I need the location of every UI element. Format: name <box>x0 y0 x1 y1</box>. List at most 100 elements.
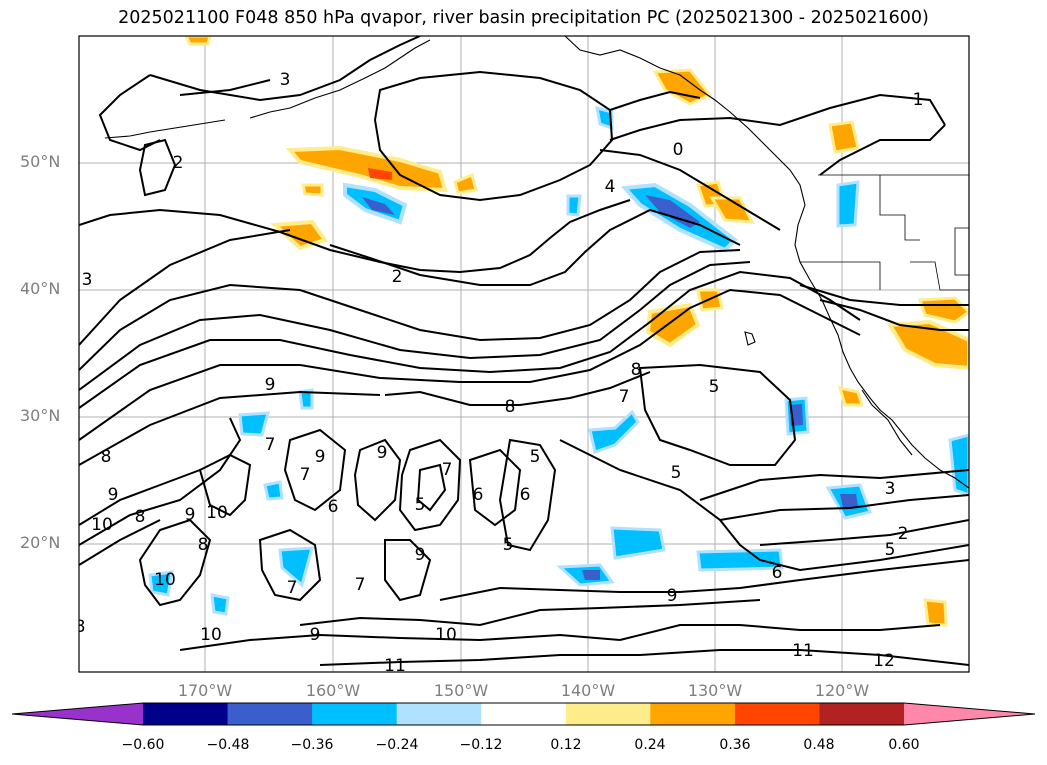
colorbar-cell <box>819 703 905 725</box>
precip-strong-negative-patch <box>362 197 395 215</box>
contour-line <box>79 199 631 274</box>
contour-label: 8 <box>198 535 209 555</box>
precip-positive-patch <box>270 219 329 251</box>
contour-label: 9 <box>108 485 119 505</box>
precip-negative-patch <box>238 411 271 437</box>
colorbar-cell <box>143 703 229 725</box>
colorbar-tick-label: 0.24 <box>634 737 666 753</box>
precip-negative-patch <box>610 526 666 560</box>
contour-line <box>138 518 212 607</box>
island-outline <box>744 331 756 346</box>
contour-label: 0 <box>673 140 684 160</box>
contour-label: 5 <box>503 535 514 555</box>
precip-positive-patch <box>453 172 478 195</box>
contour-label: 10 <box>154 570 176 590</box>
colorbar-tick-label: −0.48 <box>206 737 250 753</box>
colorbar-cell <box>481 703 567 725</box>
contour-label: 8 <box>631 360 642 380</box>
coastlines <box>104 36 969 489</box>
qvapor-contours <box>79 36 969 666</box>
lat-label-50n: 50°N <box>20 152 61 171</box>
contour-label: 5 <box>530 447 541 467</box>
lon-label-160w: 160°W <box>305 681 361 700</box>
precip-negative-patch <box>210 593 230 616</box>
aleutian-coastline <box>249 39 431 119</box>
precip-negative-patch <box>566 194 582 217</box>
lon-label-140w: 140°W <box>560 681 616 700</box>
contour-label: 3 <box>280 70 291 90</box>
contour-label: 10 <box>435 625 457 645</box>
contour-label: 5 <box>671 463 682 483</box>
precip-strong-negative-patch <box>645 195 700 228</box>
contour-line <box>384 371 651 406</box>
contour-label: 7 <box>287 578 298 598</box>
precip-negative-patch <box>148 570 174 597</box>
contour-line <box>329 208 741 286</box>
map-title: 2025021100 F048 850 hPa qvapor, river ba… <box>118 8 929 28</box>
contour-label: 6 <box>473 485 484 505</box>
precip-negative-patch <box>298 388 314 410</box>
contour-line <box>398 438 462 532</box>
contour-label: 8 <box>135 507 146 527</box>
contour-label: 8 <box>505 397 516 417</box>
contour-line <box>819 299 969 331</box>
contour-label: 10 <box>91 515 113 535</box>
contour-label: 9 <box>667 586 678 606</box>
colorbar-tick-label: −0.60 <box>121 737 165 753</box>
contour-label: 1 <box>913 90 924 110</box>
contour-line <box>258 528 322 602</box>
contour-label: 9 <box>185 505 196 525</box>
colorbar-cell <box>396 703 482 725</box>
contour-label: 9 <box>377 443 388 463</box>
contour-line <box>609 90 701 111</box>
political-borders <box>800 174 969 291</box>
state-border <box>800 261 881 290</box>
contour-label: 9 <box>315 447 326 467</box>
colorbar-tick-label: −0.24 <box>375 737 419 753</box>
contour-line <box>619 624 941 641</box>
colorbar-tick-label: 0.36 <box>719 737 751 753</box>
contour-label: 11 <box>384 656 406 676</box>
contour-line <box>79 288 861 441</box>
contour-line <box>79 417 242 546</box>
contour-line <box>559 439 969 572</box>
contour-label: 6 <box>520 485 531 505</box>
contour-label: 2 <box>173 153 184 173</box>
precip-positive-patch <box>652 68 713 106</box>
map-area: 3 2 1 0 4 2 3 9 7 8 9 8 9 10 9 10 8 6 9 … <box>79 36 969 676</box>
precip-positive-patch <box>837 385 865 407</box>
precip-strong-patch <box>368 168 392 180</box>
map-background <box>79 36 969 672</box>
contour-line <box>498 438 557 552</box>
contour-label: 7 <box>442 460 453 480</box>
contour-label: 5 <box>885 540 896 560</box>
contour-labels: 3 2 1 0 4 2 3 9 7 8 9 8 9 10 9 10 8 6 9 … <box>79 70 924 676</box>
contour-line <box>609 93 946 141</box>
precip-positive-patch <box>645 302 701 348</box>
precip-positive-patch <box>709 196 755 224</box>
precip-negative-patch <box>278 546 314 588</box>
precip-negative-patch <box>263 480 284 501</box>
contour-line <box>819 124 946 176</box>
contour-line <box>353 438 402 522</box>
contour-label: 7 <box>355 575 366 595</box>
colorbar-tick-label: −0.36 <box>290 737 334 753</box>
contour-line <box>699 469 969 501</box>
colorbar-cell <box>227 703 313 725</box>
colorbar-cell <box>565 703 651 725</box>
contour-line <box>759 519 969 546</box>
precip-positive-patch <box>301 183 324 197</box>
state-border <box>954 227 969 276</box>
precip-positive-patch <box>923 598 948 627</box>
contour-label: 9 <box>310 625 321 645</box>
state-border <box>879 175 920 241</box>
contour-label: 4 <box>605 177 616 197</box>
contour-label: 9 <box>265 375 276 395</box>
colorbar-cell <box>312 703 398 725</box>
contour-label: 8 <box>101 447 112 467</box>
contour-line <box>384 539 432 602</box>
contour-label: 5 <box>415 495 426 515</box>
contour-label: 6 <box>772 563 783 583</box>
precip-strong-negative-patch <box>582 570 600 580</box>
